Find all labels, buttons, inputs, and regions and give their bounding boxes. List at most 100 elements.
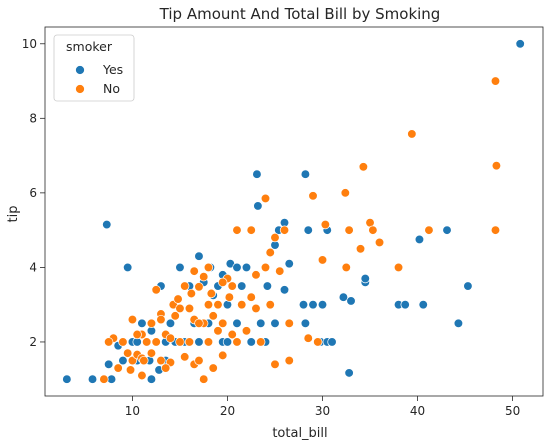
data-point-yes: [166, 319, 175, 328]
data-point-no: [394, 263, 403, 272]
data-point-no: [100, 375, 109, 384]
y-axis: 2 4 6 8 10: [22, 37, 45, 349]
data-point-no: [313, 338, 322, 347]
data-point-yes: [328, 338, 337, 347]
data-point-no: [185, 304, 194, 313]
data-point-yes: [464, 282, 473, 291]
data-point-no: [252, 304, 261, 313]
data-point-no: [345, 226, 354, 235]
data-point-no: [228, 282, 237, 291]
data-point-yes: [63, 375, 72, 384]
legend-label-yes: Yes: [102, 62, 123, 77]
data-point-yes: [301, 319, 310, 328]
data-point-yes: [242, 263, 251, 272]
data-point-no: [199, 375, 208, 384]
data-point-yes: [253, 170, 262, 179]
data-point-yes: [147, 375, 156, 384]
data-point-yes: [345, 369, 354, 378]
data-point-no: [176, 338, 185, 347]
data-point-no: [204, 338, 213, 347]
x-tick-label: 30: [315, 404, 330, 418]
data-point-no: [425, 226, 434, 235]
data-point-no: [247, 293, 256, 302]
y-tick-label: 10: [22, 37, 37, 51]
data-point-no: [271, 360, 280, 369]
data-point-no: [152, 338, 161, 347]
data-point-yes: [102, 220, 111, 229]
data-point-no: [128, 315, 137, 324]
data-point-yes: [104, 360, 113, 369]
data-point-no: [225, 293, 234, 302]
data-point-yes: [361, 274, 370, 283]
data-point-no: [492, 161, 501, 170]
data-point-no: [126, 366, 135, 375]
data-point-no: [157, 356, 166, 365]
data-point-no: [318, 256, 327, 265]
data-point-yes: [195, 338, 204, 347]
data-point-no: [147, 319, 156, 328]
data-point-no: [207, 289, 216, 298]
data-point-yes: [419, 300, 428, 309]
data-point-no: [218, 319, 227, 328]
data-point-yes: [347, 297, 356, 306]
legend-label-no: No: [103, 81, 120, 96]
data-point-yes: [285, 259, 294, 268]
data-point-yes: [263, 282, 272, 291]
data-point-yes: [318, 300, 327, 309]
data-point-no: [214, 300, 223, 309]
data-point-yes: [233, 263, 242, 272]
data-point-no: [123, 349, 132, 358]
data-point-no: [341, 189, 350, 198]
data-point-yes: [401, 300, 410, 309]
data-point-no: [271, 233, 280, 242]
data-point-no: [261, 263, 270, 272]
legend: smoker Yes No: [54, 35, 134, 101]
data-point-yes: [415, 235, 424, 244]
data-point-no: [199, 272, 208, 281]
data-point-no: [185, 338, 194, 347]
data-point-no: [233, 338, 242, 347]
data-point-no: [180, 282, 189, 291]
data-point-no: [356, 244, 365, 253]
data-point-no: [237, 300, 246, 309]
data-point-no: [152, 285, 161, 294]
data-point-yes: [237, 282, 246, 291]
data-point-no: [342, 263, 351, 272]
data-point-no: [174, 295, 183, 304]
data-point-no: [204, 263, 213, 272]
data-point-no: [190, 267, 199, 276]
data-point-no: [285, 356, 294, 365]
data-point-no: [214, 326, 223, 335]
legend-title: smoker: [66, 39, 113, 54]
data-point-yes: [233, 319, 242, 328]
data-point-no: [369, 226, 378, 235]
data-point-no: [195, 319, 204, 328]
data-point-no: [256, 338, 265, 347]
data-point-yes: [138, 319, 147, 328]
data-point-yes: [223, 338, 232, 347]
data-point-no: [280, 226, 289, 235]
data-point-no: [375, 238, 384, 247]
data-point-no: [187, 289, 196, 298]
data-point-yes: [280, 285, 289, 294]
data-point-yes: [123, 263, 132, 272]
data-point-no: [171, 312, 180, 321]
data-point-no: [161, 364, 170, 373]
data-point-yes: [176, 263, 185, 272]
data-point-no: [180, 353, 189, 362]
data-point-yes: [299, 300, 308, 309]
data-point-no: [233, 226, 242, 235]
data-point-no: [209, 364, 218, 373]
data-point-no: [104, 338, 113, 347]
y-tick-label: 8: [29, 111, 37, 125]
data-point-no: [266, 248, 275, 257]
data-point-no: [247, 226, 256, 235]
y-tick-label: 4: [29, 260, 37, 274]
data-point-yes: [309, 300, 318, 309]
data-point-no: [218, 351, 227, 360]
x-tick-label: 20: [220, 404, 235, 418]
data-point-yes: [301, 170, 310, 179]
y-tick-label: 2: [29, 335, 37, 349]
x-tick-label: 50: [505, 404, 520, 418]
